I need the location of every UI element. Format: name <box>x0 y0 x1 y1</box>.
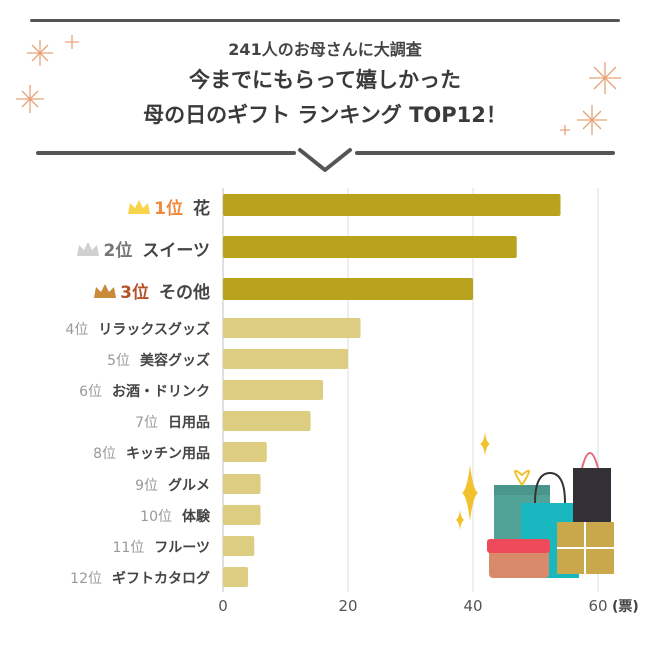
rank-label: 9位 <box>135 478 158 494</box>
category-name: その他 <box>159 283 210 303</box>
category-label: 6位 お酒・ドリンク <box>79 381 210 401</box>
category-name: リラックスグッズ <box>98 322 210 338</box>
category-label: 5位 美容グッズ <box>107 350 210 370</box>
x-unit-label: (票) <box>612 599 639 615</box>
rank-label: 4位 <box>65 322 89 338</box>
bar <box>223 442 267 462</box>
sparkle-icon <box>16 35 621 135</box>
category-label: 4位 リラックスグッズ <box>65 319 210 339</box>
bar <box>223 567 248 587</box>
rank-label: 5位 <box>107 353 130 369</box>
title-line-1: 今までにもらって嬉しかった <box>189 68 461 92</box>
crown-icon <box>94 284 117 298</box>
bar <box>223 236 517 258</box>
category-label: 10位 体験 <box>140 506 210 526</box>
category-label: 12位 ギフトカタログ <box>70 568 210 588</box>
category-label: 8位 キッチン用品 <box>93 443 210 463</box>
rank-label: 1位 <box>154 199 183 219</box>
bar <box>223 318 361 338</box>
category-name: フルーツ <box>154 540 210 556</box>
bar <box>223 349 348 369</box>
x-tick-label: 60 <box>588 597 607 615</box>
chevron-down-icon <box>298 148 352 172</box>
category-name: スイーツ <box>142 241 210 261</box>
category-name: 日用品 <box>168 415 210 431</box>
subtitle: 241人のお母さんに大調査 <box>228 40 422 59</box>
divider-left <box>36 151 296 155</box>
bar <box>223 278 473 300</box>
bar <box>223 474 261 494</box>
divider-right <box>355 151 615 155</box>
rank-label: 2位 <box>103 241 133 261</box>
x-tick-label: 40 <box>463 597 482 615</box>
top-divider <box>30 19 620 22</box>
crown-icon <box>128 200 151 214</box>
category-name: 体験 <box>182 509 210 525</box>
gift-boxes-illustration <box>456 432 614 578</box>
rank-label: 7位 <box>135 415 158 431</box>
bar <box>223 194 561 216</box>
title-line-2: 母の日のギフト ランキング TOP12！ <box>143 103 507 127</box>
category-name: キッチン用品 <box>126 446 210 462</box>
rank-label: 12位 <box>70 571 102 587</box>
bar <box>223 505 261 525</box>
category-label: 3位 その他 <box>92 278 210 303</box>
x-tick-label: 0 <box>218 597 228 615</box>
crown-icon <box>77 242 100 256</box>
category-name: 美容グッズ <box>140 353 210 369</box>
category-name: グルメ <box>168 478 210 494</box>
rank-label: 6位 <box>79 384 102 400</box>
rank-label: 11位 <box>112 540 145 556</box>
category-name: ギフトカタログ <box>112 571 210 587</box>
category-label: 9位 グルメ <box>135 475 210 495</box>
rank-label: 3位 <box>120 283 149 303</box>
category-name: 花 <box>193 199 210 219</box>
category-label: 7位 日用品 <box>135 412 210 432</box>
category-label: 1位花 <box>126 194 210 219</box>
rank-label: 8位 <box>93 446 116 462</box>
category-name: お酒・ドリンク <box>112 384 210 400</box>
bar <box>223 380 323 400</box>
bar <box>223 536 255 556</box>
rank-label: 10位 <box>140 509 172 525</box>
category-label: 11位 フルーツ <box>112 537 210 557</box>
category-label: 2位 スイーツ <box>75 236 210 261</box>
bar <box>223 411 311 431</box>
x-tick-label: 20 <box>338 597 357 615</box>
